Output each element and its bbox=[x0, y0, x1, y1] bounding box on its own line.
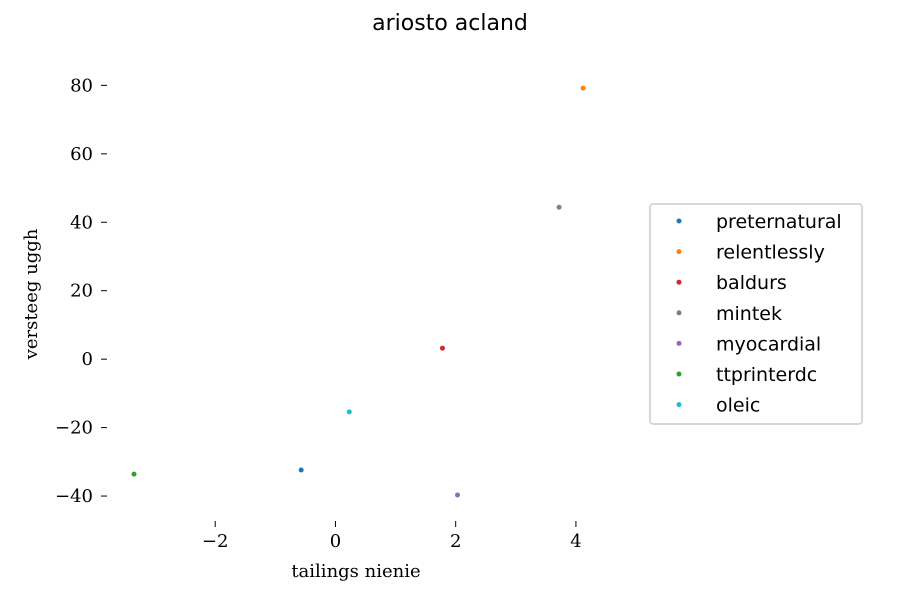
data-points bbox=[131, 85, 586, 498]
y-tick-label: 80 bbox=[70, 75, 93, 96]
legend-marker bbox=[676, 218, 682, 224]
data-point-preternatural bbox=[298, 467, 304, 473]
data-point-mintek bbox=[556, 204, 562, 210]
legend: preternatural relentlessly baldurs mintek my… bbox=[649, 203, 863, 425]
legend-marker bbox=[676, 249, 682, 255]
data-point-ttprinterdc bbox=[131, 471, 137, 477]
x-tick-label: 4 bbox=[570, 531, 581, 552]
y-tick-label: 0 bbox=[82, 349, 93, 370]
x-tick-label: 0 bbox=[330, 531, 341, 552]
legend-marker bbox=[676, 371, 682, 377]
y-tick-label: −40 bbox=[55, 486, 93, 507]
legend-label: preternatural bbox=[716, 211, 842, 233]
legend-label: mintek bbox=[716, 303, 782, 325]
legend-label: ttprinterdc bbox=[716, 364, 817, 386]
data-point-oleic bbox=[346, 409, 352, 415]
chart-title: ariosto acland bbox=[372, 11, 528, 36]
x-axis-label: tailings nienie bbox=[291, 561, 420, 582]
x-tick-label: 2 bbox=[450, 531, 461, 552]
y-tick-label: 40 bbox=[70, 212, 93, 233]
legend-label: oleic bbox=[716, 395, 760, 417]
legend-label: myocardial bbox=[716, 333, 821, 355]
y-tick-label: 20 bbox=[70, 281, 93, 302]
y-axis: −40 −20 0 20 40 60 80 bbox=[55, 75, 107, 507]
x-tick-label: −2 bbox=[202, 531, 229, 552]
legend-label: baldurs bbox=[716, 272, 787, 294]
y-tick-label: 60 bbox=[70, 144, 93, 165]
legend-label: relentlessly bbox=[716, 242, 825, 264]
legend-marker bbox=[676, 402, 682, 408]
y-tick-label: −20 bbox=[55, 418, 93, 439]
legend-marker bbox=[676, 340, 682, 346]
data-point-baldurs bbox=[439, 345, 445, 351]
legend-marker bbox=[676, 310, 682, 316]
data-point-myocardial bbox=[454, 492, 460, 498]
x-axis: −2 0 2 4 bbox=[202, 521, 582, 552]
data-point-relentlessly bbox=[580, 85, 586, 91]
y-axis-label: versteeg uggh bbox=[21, 228, 42, 360]
legend-frame bbox=[649, 203, 863, 425]
legend-marker bbox=[676, 279, 682, 285]
